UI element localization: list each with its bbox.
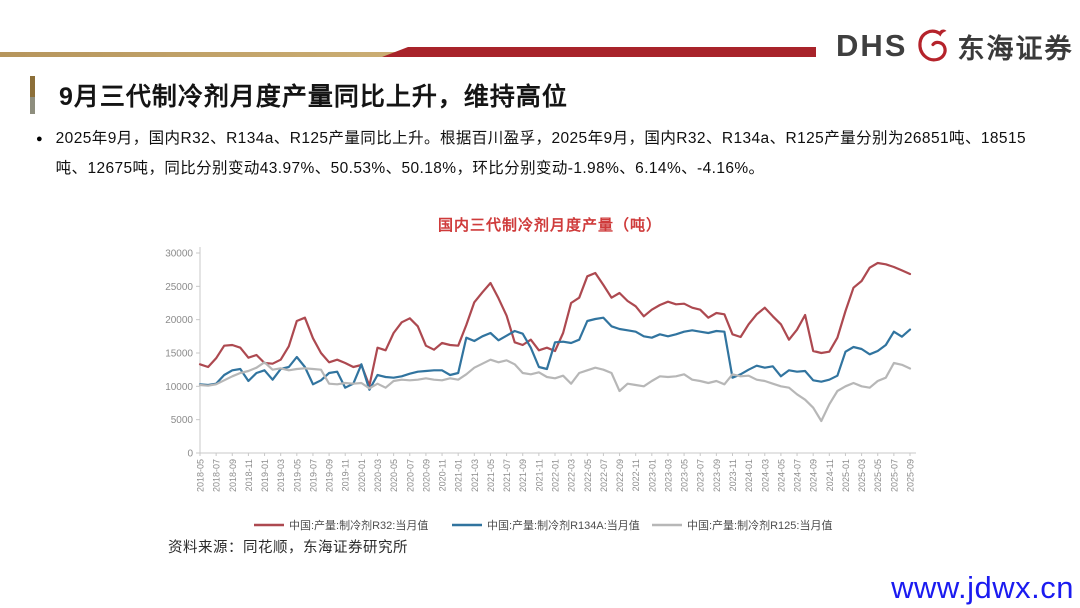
legend-label-r32: 中国:产量:制冷剂R32:当月值 [289, 518, 428, 532]
x-axis-label: 2025-01 [841, 459, 851, 492]
y-axis-label: 30000 [165, 249, 193, 260]
page-title: 9月三代制冷剂月度产量同比上升，维持高位 [59, 83, 568, 111]
x-axis-label: 2021-03 [470, 459, 480, 492]
x-axis-label: 2019-01 [260, 459, 270, 492]
x-axis-label: 2018-11 [244, 459, 254, 491]
x-axis-label: 2020-03 [373, 459, 383, 492]
logo-company-name: 东海证券 [957, 33, 1074, 64]
company-logo: DHS 东海证券 [836, 24, 1073, 68]
x-axis-label: 2020-11 [438, 459, 448, 491]
y-axis-label: 15000 [165, 349, 193, 360]
x-axis-label: 2019-05 [292, 459, 302, 492]
bullet-text: 2025年9月，国内R32、R134a、R125产量同比上升。根据百川盈孚，20… [55, 130, 1026, 177]
x-axis-label: 2019-11 [341, 459, 351, 491]
x-axis-label: 2018-05 [196, 459, 206, 492]
source-note: 资料来源：同花顺，东海证券研究所 [168, 540, 408, 556]
x-axis-label: 2025-03 [857, 459, 867, 492]
series-line-r125 [198, 358, 912, 423]
production-chart: 0 5000 10000 15000 20000 25000 30000 2018-05 201… [165, 247, 916, 532]
watermark-link[interactable]: www.jdwx.cn [891, 570, 1074, 605]
x-axis-label: 2022-01 [551, 459, 561, 492]
x-axis-label: 2025-09 [906, 459, 916, 492]
x-axis-label: 2021-01 [454, 459, 464, 492]
title-block: 9月三代制冷剂月度产量同比上升，维持高位 [30, 76, 568, 114]
y-axis-label: 25000 [165, 282, 193, 293]
x-axis-label: 2024-01 [744, 459, 754, 492]
legend-label-r134a: 中国:产量:制冷剂R134A:当月值 [487, 518, 640, 532]
x-axis-label: 2021-07 [502, 459, 512, 492]
x-axis-label: 2018-09 [228, 459, 238, 492]
header-gold-bar [0, 52, 402, 57]
x-axis-label: 2020-01 [357, 459, 367, 492]
x-axis-label: 2023-09 [712, 459, 722, 492]
x-axis-label: 2025-05 [873, 459, 883, 492]
x-axis-label: 2018-07 [212, 459, 222, 492]
x-axis-label: 2023-05 [680, 459, 690, 492]
x-axis-label: 2024-09 [809, 459, 819, 492]
x-axis-label: 2020-05 [389, 459, 399, 492]
bullet-marker: ● [36, 133, 43, 145]
logo-dhs-text: DHS [836, 28, 908, 63]
x-axis-label: 2021-05 [486, 459, 496, 492]
x-axis-label: 2019-09 [325, 459, 335, 492]
x-axis-label: 2022-07 [599, 459, 609, 492]
bullet-item: ● 2025年9月，国内R32、R134a、R125产量同比上升。根据百川盈孚，… [36, 124, 1026, 184]
x-axis-label: 2022-03 [567, 459, 577, 492]
x-axis-label: 2024-11 [825, 459, 835, 491]
title-accent-bar [30, 76, 35, 114]
header-red-bar [382, 47, 816, 57]
x-axis-label: 2023-07 [696, 459, 706, 492]
series-line-r134a [198, 316, 912, 391]
x-axis-label: 2024-05 [776, 459, 786, 492]
x-axis-label: 2021-09 [518, 459, 528, 492]
legend-label-r125: 中国:产量:制冷剂R125:当月值 [687, 518, 832, 532]
series-line-r32 [198, 261, 912, 387]
y-axis-label: 0 [187, 449, 193, 460]
x-axis-label: 2021-11 [534, 459, 544, 491]
x-axis-label: 2022-11 [631, 459, 641, 491]
x-axis-label: 2022-05 [583, 459, 593, 492]
x-axis-label: 2023-03 [664, 459, 674, 492]
y-axis-label: 10000 [165, 382, 193, 393]
x-axis-label: 2020-09 [421, 459, 431, 492]
chart-title: 国内三代制冷剂月度产量（吨） [437, 217, 662, 234]
x-axis-label: 2023-01 [647, 459, 657, 492]
x-axis-label: 2022-09 [615, 459, 625, 492]
x-axis-label: 2025-07 [889, 459, 899, 492]
x-axis-label: 2024-03 [760, 459, 770, 492]
x-axis-label: 2020-07 [405, 459, 415, 492]
x-axis-label: 2023-11 [728, 459, 738, 491]
y-axis-label: 20000 [165, 315, 193, 326]
y-axis-label: 5000 [171, 415, 194, 426]
x-axis-label: 2019-07 [309, 459, 319, 492]
x-axis-label: 2019-03 [276, 459, 286, 492]
x-axis-label: 2024-07 [793, 459, 803, 492]
dhs-dragon-icon [913, 24, 951, 68]
